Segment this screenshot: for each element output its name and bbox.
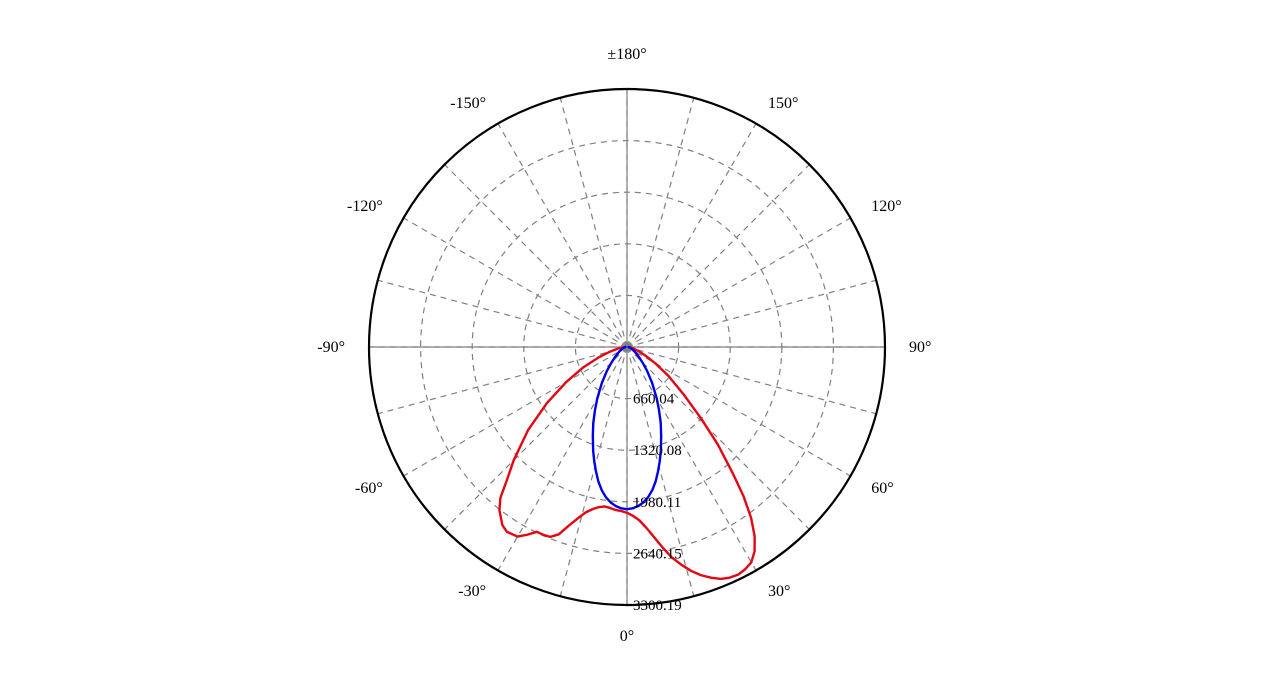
angle-label: -90°: [317, 339, 345, 356]
angle-label: 90°: [909, 339, 931, 356]
angle-label: 150°: [768, 95, 798, 112]
angle-label: 60°: [871, 480, 893, 497]
angle-label: -120°: [347, 198, 383, 215]
angle-label: ±180°: [607, 46, 646, 63]
radial-label: 1320.08: [633, 443, 682, 459]
radial-label: 660.04: [633, 392, 675, 408]
polar-svg: 0° 30° 60° 90° 120° 150° ±180° -150° -120° -90° -6…: [0, 0, 1275, 694]
angle-label: 120°: [871, 198, 901, 215]
angle-label: 0°: [620, 628, 634, 645]
radial-label: 1980.11: [633, 495, 681, 511]
polar-chart: 0° 30° 60° 90° 120° 150° ±180° -150° -120° -90° -6…: [0, 0, 1275, 694]
angle-label: -30°: [458, 583, 486, 600]
radial-label: 2640.15: [633, 546, 682, 562]
radial-label: 3300.19: [633, 598, 682, 614]
angle-label: 30°: [768, 583, 790, 600]
angle-label: -150°: [450, 95, 486, 112]
angle-label: -60°: [355, 480, 383, 497]
